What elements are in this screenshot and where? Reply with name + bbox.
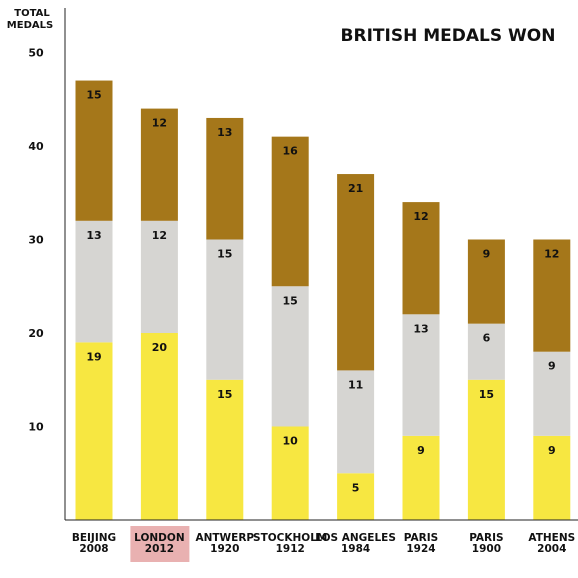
- category-highlight: [130, 526, 190, 562]
- category-label-0-line-1: BEIJING: [72, 532, 116, 544]
- category-label-4-line-2: 1984: [341, 543, 370, 555]
- data-label-silver-1: 12: [152, 229, 167, 242]
- category-label-1-line-1: LONDON: [134, 532, 184, 544]
- y-axis-ticks: 10 20 30 40 50: [28, 47, 44, 434]
- bar-bronze-3: [271, 136, 309, 287]
- category-label-2-line-2: 1920: [210, 543, 239, 555]
- bar-gold-5: [402, 435, 440, 520]
- chart-title: BRITISH MEDALS WON: [341, 26, 556, 46]
- y-tick-label-50: 50: [28, 47, 44, 60]
- bars: 19 13 15 20 12 12 15 15 13 10 15 16 5 11 21 9 13 12 15 6 9 9 9…: [75, 80, 571, 520]
- data-label-bronze-2: 13: [217, 126, 232, 139]
- data-label-bronze-0: 15: [86, 89, 101, 102]
- bar-silver-5: [402, 314, 440, 436]
- category-label-5-line-2: 1924: [406, 543, 435, 555]
- data-label-silver-5: 13: [413, 322, 428, 335]
- y-tick-label-10: 10: [28, 421, 44, 434]
- data-label-silver-3: 15: [283, 294, 298, 307]
- data-label-bronze-6: 9: [483, 248, 491, 261]
- y-tick-label-40: 40: [28, 140, 44, 153]
- bar-gold-3: [271, 426, 309, 520]
- bar-bronze-2: [206, 117, 244, 240]
- category-label-0-line-2: 2008: [79, 543, 108, 555]
- bar-bronze-6: [467, 239, 505, 324]
- data-label-silver-7: 9: [548, 360, 556, 373]
- data-label-gold-6: 15: [479, 388, 494, 401]
- data-label-bronze-7: 12: [544, 248, 559, 261]
- data-label-gold-1: 20: [152, 341, 168, 354]
- data-label-gold-2: 15: [217, 388, 232, 401]
- bar-gold-0: [75, 342, 113, 520]
- data-label-gold-0: 19: [86, 350, 101, 363]
- category-label-1-line-2: 2012: [145, 543, 174, 555]
- bar-gold-2: [206, 379, 244, 520]
- data-label-silver-2: 15: [217, 248, 232, 261]
- category-label-3-line-2: 1912: [276, 543, 305, 555]
- bar-gold-6: [467, 379, 505, 520]
- category-label-7-line-2: 2004: [537, 543, 566, 555]
- bar-silver-7: [533, 351, 571, 436]
- data-label-silver-6: 6: [483, 332, 491, 345]
- data-label-gold-3: 10: [283, 435, 299, 448]
- data-label-silver-0: 13: [86, 229, 101, 242]
- category-label-4-line-1: LOS ANGELES: [315, 532, 396, 544]
- category-label-6-line-2: 1900: [472, 543, 501, 555]
- data-label-bronze-4: 21: [348, 182, 363, 195]
- data-label-silver-4: 11: [348, 378, 363, 391]
- highlighted-category-background: [130, 526, 190, 562]
- bar-gold-4: [337, 473, 375, 520]
- y-tick-label-30: 30: [28, 234, 44, 247]
- data-label-gold-5: 9: [417, 444, 425, 457]
- bar-bronze-7: [533, 239, 571, 352]
- category-label-3-line-1: STOCKHOLM: [253, 532, 327, 544]
- bar-silver-3: [271, 286, 309, 427]
- bar-silver-0: [75, 220, 113, 343]
- bar-silver-6: [467, 323, 505, 380]
- data-label-bronze-1: 12: [152, 117, 167, 130]
- category-label-5-line-1: PARIS: [404, 532, 438, 544]
- bar-silver-1: [140, 220, 178, 333]
- data-label-gold-4: 5: [352, 481, 360, 494]
- data-label-gold-7: 9: [548, 444, 556, 457]
- bar-bronze-1: [140, 108, 178, 221]
- bar-gold-7: [533, 435, 571, 520]
- category-label-7-line-1: ATHENS: [528, 532, 575, 544]
- y-tick-label-20: 20: [28, 327, 44, 340]
- bar-silver-2: [206, 239, 244, 380]
- bar-bronze-5: [402, 202, 440, 315]
- y-axis-label-line-2: MEDALS: [7, 20, 53, 31]
- data-label-bronze-5: 12: [413, 210, 428, 223]
- bar-silver-4: [337, 370, 375, 474]
- y-axis-label-line-1: TOTAL: [14, 8, 50, 19]
- bar-bronze-0: [75, 80, 113, 221]
- data-label-bronze-3: 16: [283, 145, 299, 158]
- category-label-2-line-1: ANTWERP: [195, 532, 254, 544]
- category-label-6-line-1: PARIS: [469, 532, 503, 544]
- bar-bronze-4: [337, 174, 375, 371]
- bar-gold-1: [140, 333, 178, 520]
